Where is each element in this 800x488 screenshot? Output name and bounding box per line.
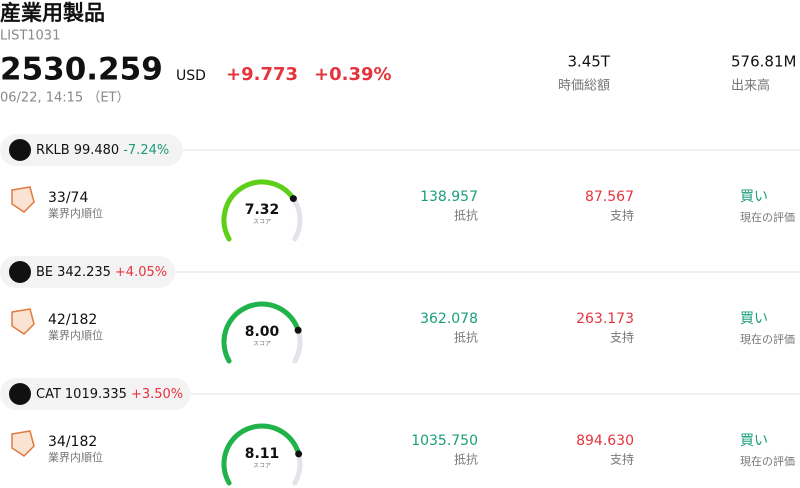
resistance: 1035.750 [411, 433, 478, 449]
gauge-fill [221, 301, 301, 364]
change-pct: +0.39% [314, 64, 392, 85]
gauge-fill [221, 423, 302, 486]
rank: 42/182 [48, 312, 97, 328]
ticker-ticker: CAT [36, 387, 61, 402]
resistance-label: 抵抗 [454, 208, 478, 223]
rank-icon [11, 308, 35, 335]
gauge-dot [289, 195, 297, 203]
rank: 33/74 [48, 190, 88, 206]
score-label: スコア [253, 219, 271, 226]
stat-label: 時価総額 [558, 79, 610, 94]
logo [9, 261, 31, 283]
rating: 買い [740, 311, 768, 327]
ticker-change: +3.50% [131, 387, 183, 402]
rating-label: 現在の評価 [740, 210, 795, 224]
gauge-fill [221, 179, 296, 242]
ticker-ticker: BE [36, 265, 53, 280]
logo [9, 139, 31, 161]
rating-label: 現在の評価 [740, 454, 795, 468]
score: 7.32 [245, 202, 280, 218]
rank-label: 業界内順位 [48, 328, 103, 342]
ticker-ticker: RKLB [36, 143, 70, 158]
score-label: スコア [253, 341, 271, 348]
ticker-pill[interactable] [0, 134, 183, 166]
resistance: 362.078 [420, 311, 478, 327]
ticker-change: -7.24% [123, 143, 169, 158]
resistance-label: 抵抗 [454, 330, 478, 345]
support: 87.567 [585, 189, 634, 205]
title: 産業用製品 [0, 1, 105, 25]
rank-label: 業界内順位 [48, 206, 103, 220]
currency: USD [176, 68, 206, 84]
gauge-dot [295, 450, 303, 458]
rank-label: 業界内順位 [48, 450, 103, 464]
support: 894.630 [576, 433, 634, 449]
resistance-label: 抵抗 [454, 452, 478, 467]
ticker-price: 99.480 [74, 143, 120, 158]
ticker-price: 1019.335 [65, 387, 127, 402]
score: 8.00 [245, 324, 280, 340]
stat-value: 576.81M [731, 53, 796, 71]
score-label: スコア [253, 463, 271, 470]
ticker-pill[interactable] [0, 378, 191, 410]
rank: 34/182 [48, 434, 97, 450]
ticker-change: +4.05% [115, 265, 167, 280]
price: 2530.259 [0, 52, 163, 88]
stat-label: 出来高 [731, 78, 770, 94]
stat-value: 3.45T [567, 53, 610, 71]
ticker-price: 342.235 [57, 265, 111, 280]
logo [9, 383, 31, 405]
support-label: 支持 [610, 208, 634, 223]
support-label: 支持 [610, 330, 634, 345]
score: 8.11 [245, 446, 280, 462]
ticker-pill[interactable] [0, 256, 176, 288]
support-label: 支持 [610, 452, 634, 467]
time: 06/22, 14:15 （ET） [0, 91, 129, 106]
gauge-dot [294, 326, 302, 334]
rank-icon [11, 186, 35, 213]
change: +9.773 [226, 64, 298, 85]
rank-icon [11, 430, 35, 457]
ticker-text: BE 342.235 +4.05% [36, 265, 167, 280]
rating: 買い [740, 189, 768, 205]
resistance: 138.957 [420, 189, 478, 205]
rating-label: 現在の評価 [740, 332, 795, 346]
ticker-text: CAT 1019.335 +3.50% [36, 387, 183, 402]
code: LIST1031 [0, 29, 60, 44]
ticker-text: RKLB 99.480 -7.24% [36, 143, 169, 158]
support: 263.173 [576, 311, 634, 327]
rating: 買い [740, 433, 768, 449]
